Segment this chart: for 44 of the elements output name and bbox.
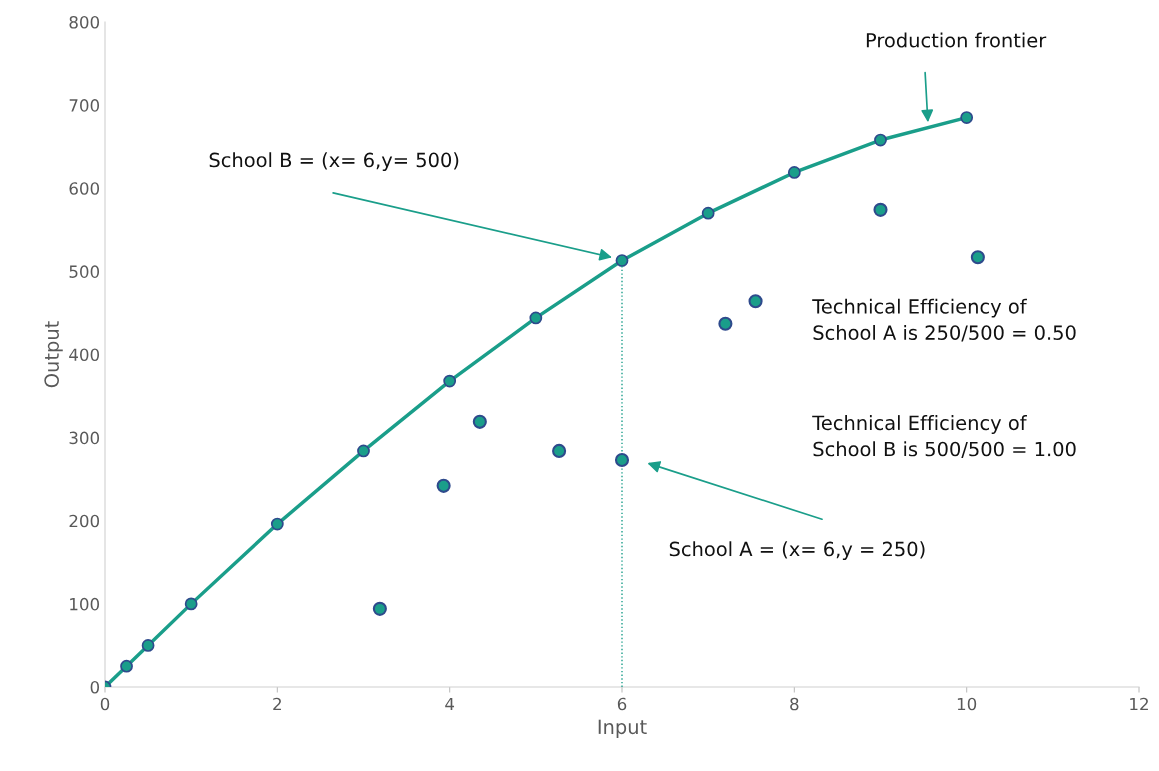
point <box>874 133 887 147</box>
y-tick-label: 600 <box>69 182 100 195</box>
point <box>184 597 198 611</box>
y-tick-label: 400 <box>69 348 100 362</box>
point <box>472 414 487 429</box>
point <box>960 111 974 124</box>
point <box>701 206 715 220</box>
y-tick-label: 300 <box>69 431 100 445</box>
y-tick-label: 0 <box>90 680 100 694</box>
point <box>970 250 985 265</box>
x-tick-label: 6 <box>617 697 627 711</box>
point <box>120 659 133 673</box>
point <box>357 444 370 458</box>
x-tick-label: 10 <box>957 697 977 711</box>
point <box>873 202 888 217</box>
point <box>615 254 629 267</box>
x-tick-label: 8 <box>790 697 799 711</box>
point <box>443 374 457 388</box>
point <box>552 443 567 458</box>
point <box>141 639 155 652</box>
y-tick-label: 500 <box>69 265 100 278</box>
x-tick-label: 12 <box>1130 697 1148 711</box>
point <box>787 166 801 179</box>
point <box>718 316 733 331</box>
annotation: Production frontier <box>866 32 1047 48</box>
y-tick-label: 200 <box>69 514 100 528</box>
annotation: Technical Efficiency of School B is 500/500 = 1.00 <box>812 415 1076 458</box>
point <box>372 601 387 616</box>
point <box>748 294 763 309</box>
x-tick-label: 2 <box>273 697 281 711</box>
point <box>614 453 630 468</box>
annotation: Technical Efficiency of School A is 250/500 = 0.50 <box>812 298 1076 342</box>
y-axis-title: Output <box>44 321 63 388</box>
x-axis-title: Input <box>598 719 647 738</box>
x-tick-label: 4 <box>445 697 455 711</box>
annotation: School A = (x= 6,y = 250) <box>669 541 925 561</box>
y-tick-label: 800 <box>69 15 100 29</box>
point <box>270 517 284 531</box>
y-tick-label: 100 <box>70 597 100 611</box>
annotation: School B = (x= 6,y= 500) <box>209 152 459 172</box>
x-tick-label: 0 <box>100 697 110 711</box>
point <box>436 478 451 493</box>
y-tick-label: 700 <box>69 99 100 112</box>
point <box>529 311 543 325</box>
